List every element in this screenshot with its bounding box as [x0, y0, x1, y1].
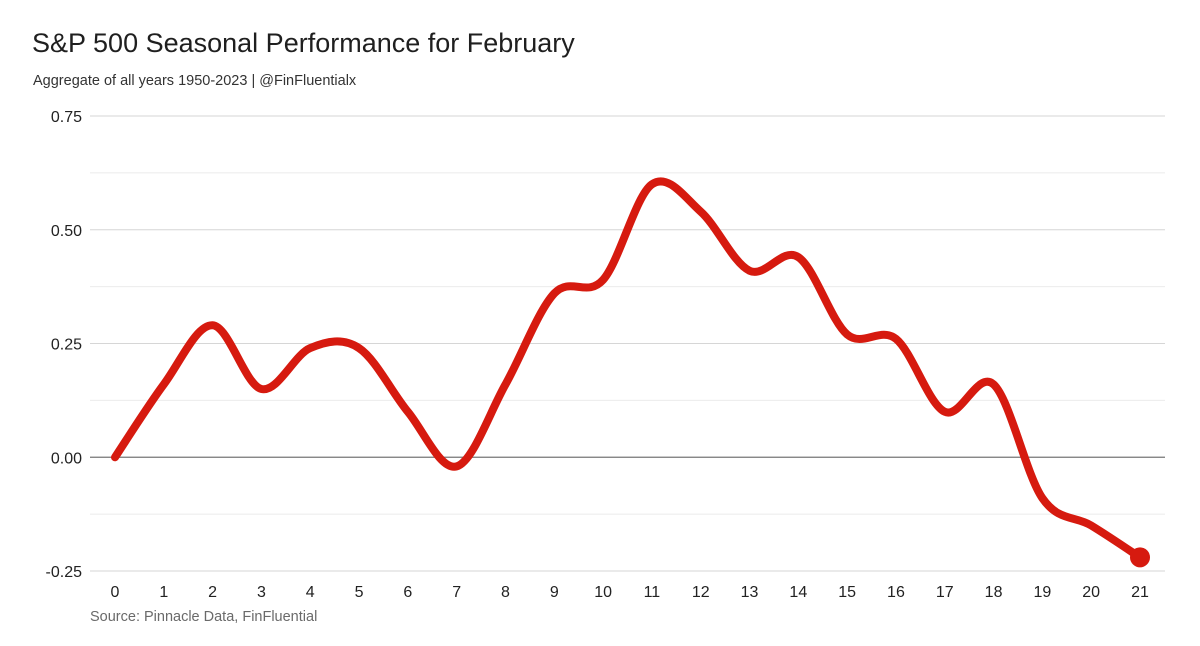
x-tick-label: 2: [208, 584, 217, 601]
x-tick-label: 18: [985, 584, 1003, 601]
x-tick-label: 21: [1131, 584, 1149, 601]
x-tick-label: 5: [355, 584, 364, 601]
x-tick-label: 15: [838, 584, 856, 601]
x-tick-label: 16: [887, 584, 905, 601]
x-tick-label: 4: [306, 584, 315, 601]
source-note: Source: Pinnacle Data, FinFluential: [90, 609, 318, 625]
y-tick-label: 0.00: [51, 450, 82, 467]
x-tick-label: 0: [111, 584, 120, 601]
y-tick-label: 0.75: [51, 109, 82, 126]
x-tick-label: 19: [1033, 584, 1051, 601]
grid-lines: [90, 115, 1165, 572]
x-tick-label: 11: [644, 584, 661, 601]
y-tick-label: -0.25: [46, 564, 83, 581]
x-tick-label: 14: [789, 584, 807, 601]
y-tick-label: 0.50: [51, 223, 82, 240]
x-tick-label: 6: [403, 584, 412, 601]
y-tick-label: 0.25: [51, 337, 82, 354]
x-tick-label: 17: [936, 584, 954, 601]
end-point-marker: [1130, 547, 1150, 568]
chart-title: S&P 500 Seasonal Performance for Februar…: [32, 28, 575, 58]
x-tick-label: 9: [550, 584, 559, 601]
x-tick-label: 20: [1082, 584, 1100, 601]
x-tick-label: 7: [452, 584, 461, 601]
y-axis: 0.75 0.50 0.25 0.00 -0.25: [46, 109, 83, 581]
x-tick-label: 12: [692, 584, 710, 601]
x-axis: 0 1 2 3 4 5 6 7 8 9 10 11 12 13 14 15 16 17 18 19 20 21: [111, 584, 1149, 601]
x-tick-label: 1: [159, 584, 168, 601]
chart-subtitle: Aggregate of all years 1950-2023 | @FinF…: [33, 73, 357, 89]
x-tick-label: 10: [594, 584, 612, 601]
x-tick-label: 3: [257, 584, 266, 601]
series-line: [111, 177, 1144, 562]
x-tick-label: 8: [501, 584, 510, 601]
x-tick-label: 13: [741, 584, 759, 601]
